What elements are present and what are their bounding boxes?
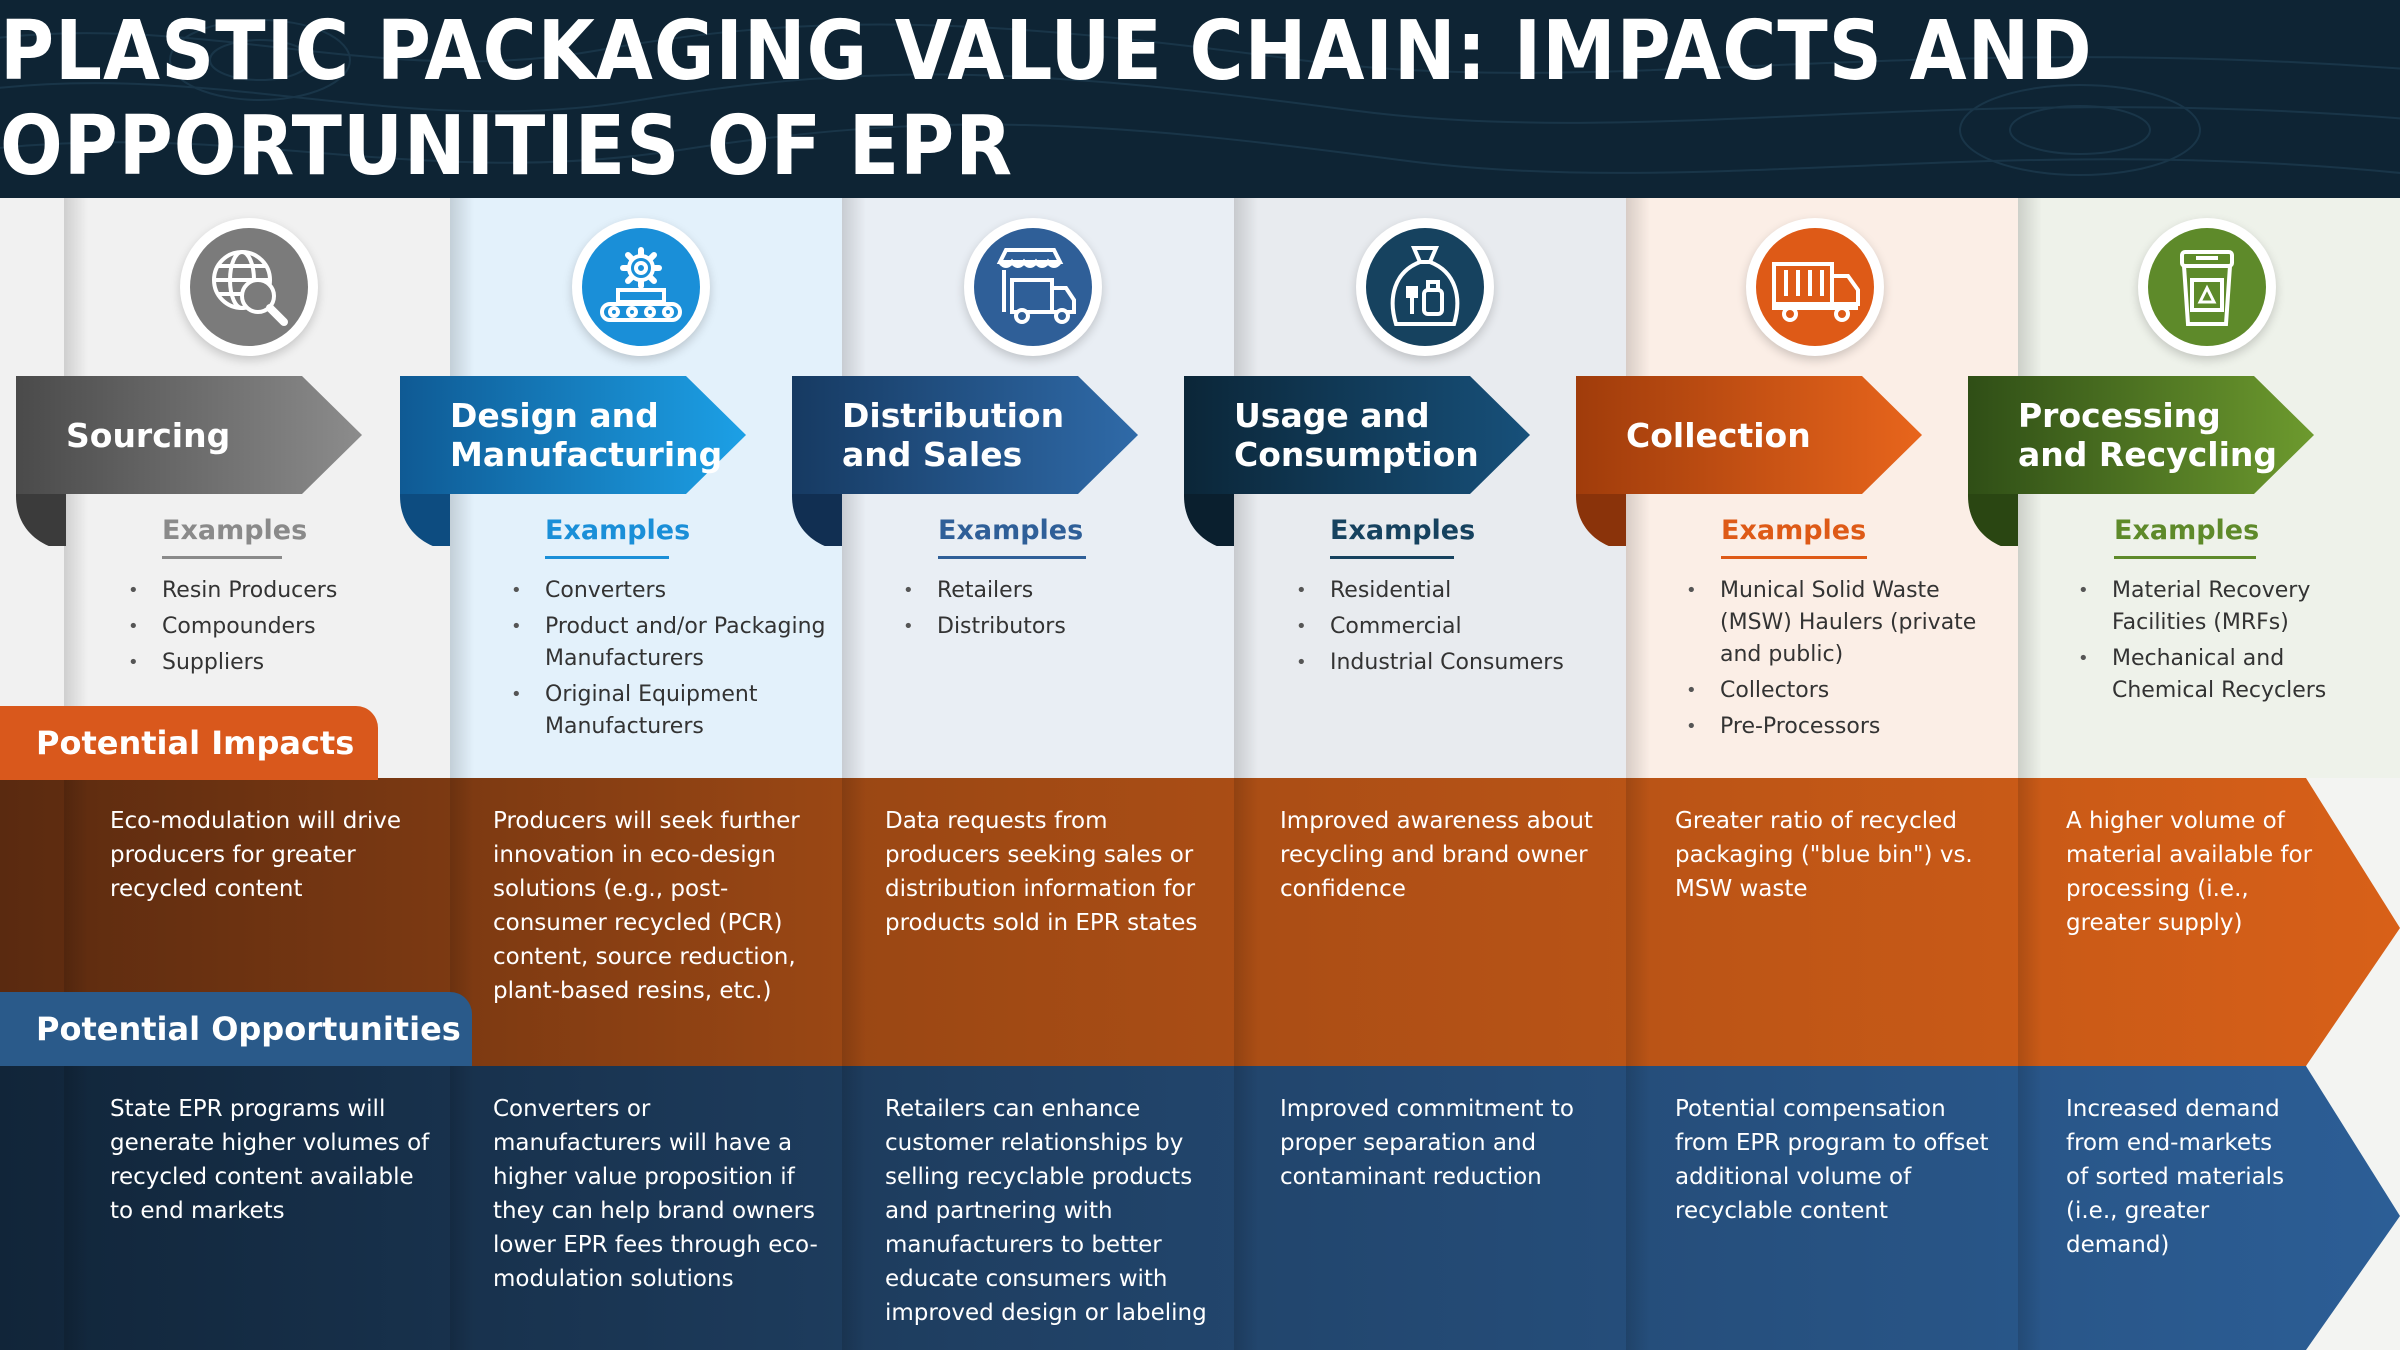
- trash-bag-icon: [1366, 228, 1484, 346]
- opportunity-text: Increased demand from end-markets of sor…: [2066, 1096, 2285, 1258]
- store-truck-icon: [974, 228, 1092, 346]
- sourcing-icon-circle: [180, 218, 318, 356]
- stage-name: Usage and Consumption: [1234, 396, 1479, 474]
- opportunity-text: Improved commitment to proper separation…: [1280, 1096, 1574, 1190]
- header-banner: PLASTIC PACKAGING VALUE CHAIN: IMPACTS A…: [0, 0, 2400, 198]
- topographic-pattern: [0, 19, 2400, 176]
- impact-text: Eco-modulation will drive producers for …: [110, 808, 401, 902]
- list-item: Product and/or Packaging Manufacturers: [511, 611, 831, 675]
- list-item: Retailers: [903, 575, 1213, 607]
- impact-text: Producers will seek further innovation i…: [493, 808, 800, 1004]
- garbage-truck-icon: [1756, 228, 1874, 346]
- processing-icon-circle: [2138, 218, 2276, 356]
- stage-ribbon-collection: Collection: [1576, 376, 1922, 546]
- list-item: Suppliers: [128, 647, 428, 679]
- potential-opportunities-tab: Potential Opportunities: [0, 992, 472, 1066]
- stage-ribbon-usage: Usage and Consumption: [1184, 376, 1530, 546]
- bands: [0, 778, 2400, 1350]
- examples-list: Resin Producers Compounders Suppliers: [128, 575, 428, 683]
- opportunities-band: [0, 1066, 2400, 1350]
- list-item: Collectors: [1686, 675, 1996, 707]
- opportunity-text: Retailers can enhance customer relations…: [885, 1096, 1207, 1326]
- examples-list: Retailers Distributors: [903, 575, 1213, 647]
- stage-name: Distribution and Sales: [842, 396, 1065, 474]
- examples-heading: Examples: [1721, 515, 1867, 559]
- list-item: Industrial Consumers: [1296, 647, 1596, 679]
- distribution-icon-circle: [964, 218, 1102, 356]
- impacts-band: [0, 778, 2400, 1066]
- examples-heading: Examples: [162, 515, 307, 559]
- list-item: Converters: [511, 575, 831, 607]
- column-divider: [1234, 198, 1258, 1350]
- stage-name: Sourcing: [66, 415, 231, 455]
- list-item: Original Equipment Manufacturers: [511, 679, 831, 743]
- examples-list: Converters Product and/or Packaging Manu…: [511, 575, 831, 747]
- examples-heading: Examples: [2114, 515, 2259, 559]
- design-icon-circle: [572, 218, 710, 356]
- column-divider: [2018, 198, 2042, 1350]
- list-item: Munical Solid Waste (MSW) Haulers (priva…: [1686, 575, 1996, 671]
- list-item: Material Recovery Facilities (MRFs): [2078, 575, 2378, 639]
- list-item: Residential: [1296, 575, 1596, 607]
- list-item: Compounders: [128, 611, 428, 643]
- list-item: Resin Producers: [128, 575, 428, 607]
- stage-ribbon-sourcing: Sourcing: [16, 376, 362, 546]
- usage-icon-circle: [1356, 218, 1494, 356]
- stage-name: Processing and Recycling: [2018, 396, 2278, 474]
- stage-name: Collection: [1626, 415, 1811, 455]
- stage-ribbon-design: Design and Manufacturing: [400, 376, 746, 546]
- recycling-bin-icon: [2148, 228, 2266, 346]
- opportunity-text: Converters or manufacturers will have a …: [493, 1096, 818, 1292]
- column-divider: [842, 198, 866, 1350]
- stage-ribbon-processing: Processing and Recycling: [1968, 376, 2314, 546]
- list-item: Commercial: [1296, 611, 1596, 643]
- examples-list: Material Recovery Facilities (MRFs) Mech…: [2078, 575, 2378, 711]
- column-divider: [1626, 198, 1650, 1350]
- gear-conveyor-icon: [582, 228, 700, 346]
- examples-heading: Examples: [1330, 515, 1475, 559]
- examples-heading: Examples: [545, 515, 690, 559]
- opportunity-text: Potential compensation from EPR program …: [1675, 1096, 1989, 1224]
- page-title: PLASTIC PACKAGING VALUE CHAIN: IMPACTS A…: [0, 4, 2093, 194]
- collection-icon-circle: [1746, 218, 1884, 356]
- list-item: Distributors: [903, 611, 1213, 643]
- potential-impacts-tab: Potential Impacts: [0, 706, 378, 780]
- examples-heading: Examples: [938, 515, 1086, 559]
- impact-text: Greater ratio of recycled packaging ("bl…: [1675, 808, 1973, 902]
- stage-name: Design and Manufacturing: [450, 396, 723, 474]
- list-item: Mechanical and Chemical Recyclers: [2078, 643, 2378, 707]
- list-item: Pre-Processors: [1686, 711, 1996, 743]
- impact-text: A higher volume of material available fo…: [2066, 808, 2313, 936]
- opportunity-text: State EPR programs will generate higher …: [110, 1096, 430, 1224]
- globe-magnifier-icon: [190, 228, 308, 346]
- impact-text: Data requests from producers seeking sal…: [885, 808, 1198, 936]
- examples-list: Residential Commercial Industrial Consum…: [1296, 575, 1596, 683]
- column-divider: [450, 198, 474, 1350]
- examples-list: Munical Solid Waste (MSW) Haulers (priva…: [1686, 575, 1996, 747]
- stage-ribbon-distribution: Distribution and Sales: [792, 376, 1138, 546]
- impact-text: Improved awareness about recycling and b…: [1280, 808, 1593, 902]
